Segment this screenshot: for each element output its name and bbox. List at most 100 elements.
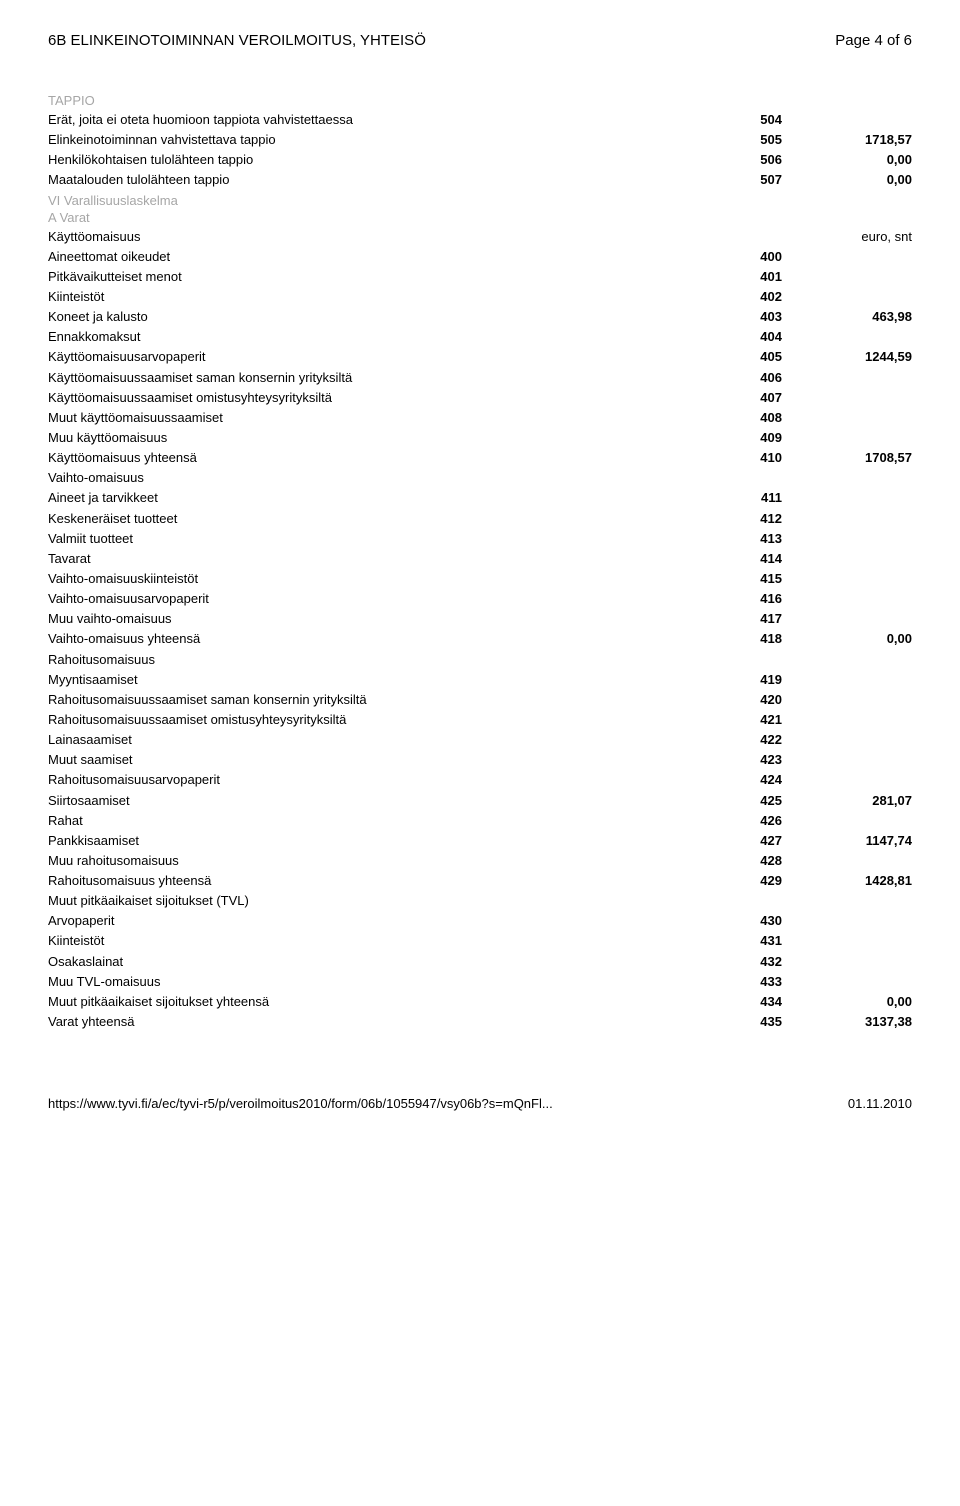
row-code: 428 xyxy=(712,851,782,871)
table-row: Erät, joita ei oteta huomioon tappiota v… xyxy=(48,110,912,130)
row-label: Rahoitusomaisuusarvopaperit xyxy=(48,770,712,790)
row-code: 401 xyxy=(712,267,782,287)
row-label: Kiinteistöt xyxy=(48,931,712,951)
row-code: 421 xyxy=(712,710,782,730)
table-row: Varat yhteensä4353137,38 xyxy=(48,1012,912,1032)
row-value: 1708,57 xyxy=(782,448,912,468)
row-label: Vaihto-omaisuusarvopaperit xyxy=(48,589,712,609)
row-value: 463,98 xyxy=(782,307,912,327)
row-label: Koneet ja kalusto xyxy=(48,307,712,327)
row-value: 1718,57 xyxy=(782,130,912,150)
section-tappio: TAPPIO xyxy=(48,93,912,108)
row-code: 403 xyxy=(712,307,782,327)
row-label: Valmiit tuotteet xyxy=(48,529,712,549)
row-code: 400 xyxy=(712,247,782,267)
row-label: Rahoitusomaisuussaamiset saman konsernin… xyxy=(48,690,712,710)
table-row: Keskeneräiset tuotteet412 xyxy=(48,509,912,529)
row-label: Tavarat xyxy=(48,549,712,569)
row-label: Muu TVL-omaisuus xyxy=(48,972,712,992)
header-title: 6B ELINKEINOTOIMINNAN VEROILMOITUS, YHTE… xyxy=(48,32,426,49)
table-row: Rahoitusomaisuus yhteensä4291428,81 xyxy=(48,871,912,891)
table-row: Muut saamiset423 xyxy=(48,750,912,770)
row-label: Elinkeinotoiminnan vahvistettava tappio xyxy=(48,130,712,150)
row-label: Aineettomat oikeudet xyxy=(48,247,712,267)
row-label: Muu rahoitusomaisuus xyxy=(48,851,712,871)
table-row: Käyttöomaisuussaamiset omistusyhteysyrit… xyxy=(48,388,912,408)
table-row: Ennakkomaksut404 xyxy=(48,327,912,347)
row-label: Pankkisaamiset xyxy=(48,831,712,851)
row-label: Muut pitkäaikaiset sijoitukset yhteensä xyxy=(48,992,712,1012)
row-code: 407 xyxy=(712,388,782,408)
row-label: Käyttöomaisuussaamiset omistusyhteysyrit… xyxy=(48,388,712,408)
row-code: 415 xyxy=(712,569,782,589)
row-value: 1428,81 xyxy=(782,871,912,891)
row-code: 434 xyxy=(712,992,782,1012)
row-label: Erät, joita ei oteta huomioon tappiota v… xyxy=(48,110,712,130)
row-label: Muu käyttöomaisuus xyxy=(48,428,712,448)
table-row: Rahoitusomaisuussaamiset saman konsernin… xyxy=(48,690,912,710)
footer-date: 01.11.2010 xyxy=(848,1096,912,1111)
table-row: Koneet ja kalusto403463,98 xyxy=(48,307,912,327)
row-label: Muu vaihto-omaisuus xyxy=(48,609,712,629)
row-label: Vaihto-omaisuus yhteensä xyxy=(48,629,712,649)
row-code: 425 xyxy=(712,791,782,811)
row-label: Käyttöomaisuusarvopaperit xyxy=(48,347,712,367)
row-value: 1147,74 xyxy=(782,831,912,851)
table-row: Rahat426 xyxy=(48,811,912,831)
row-label: Rahoitusomaisuus yhteensä xyxy=(48,871,712,891)
row-label: Käyttöomaisuussaamiset saman konsernin y… xyxy=(48,368,712,388)
row-code: 506 xyxy=(712,150,782,170)
table-row: Henkilökohtaisen tulolähteen tappio5060,… xyxy=(48,150,912,170)
table-row: Käyttöomaisuussaamiset saman konsernin y… xyxy=(48,368,912,388)
row-label: Muut käyttöomaisuussaamiset xyxy=(48,408,712,428)
table-row: Arvopaperit430 xyxy=(48,911,912,931)
table-row: Aineet ja tarvikkeet411 xyxy=(48,488,912,508)
row-label: Aineet ja tarvikkeet xyxy=(48,488,712,508)
table-row: Kiinteistöt402 xyxy=(48,287,912,307)
row-code: 432 xyxy=(712,952,782,972)
row-code: 505 xyxy=(712,130,782,150)
row-value: 0,00 xyxy=(782,992,912,1012)
table-row: Muu vaihto-omaisuus417 xyxy=(48,609,912,629)
category-tvl: Muut pitkäaikaiset sijoitukset (TVL) xyxy=(48,891,912,911)
euro-header-row: Käyttöomaisuus 000 euro, snt xyxy=(48,227,912,247)
table-row: Vaihto-omaisuusarvopaperit416 xyxy=(48,589,912,609)
row-code: 417 xyxy=(712,609,782,629)
category-vaihto: Vaihto-omaisuus xyxy=(48,468,912,488)
page-header: 6B ELINKEINOTOIMINNAN VEROILMOITUS, YHTE… xyxy=(48,32,912,49)
row-code: 416 xyxy=(712,589,782,609)
row-label: Arvopaperit xyxy=(48,911,712,931)
row-label: Lainasaamiset xyxy=(48,730,712,750)
row-code: 426 xyxy=(712,811,782,831)
header-page: Page 4 of 6 xyxy=(835,32,912,49)
row-code: 433 xyxy=(712,972,782,992)
row-code: 430 xyxy=(712,911,782,931)
table-row: Muu käyttöomaisuus409 xyxy=(48,428,912,448)
row-label: Osakaslainat xyxy=(48,952,712,972)
row-label: Rahat xyxy=(48,811,712,831)
row-code: 408 xyxy=(712,408,782,428)
row-label: Pitkävaikutteiset menot xyxy=(48,267,712,287)
table-row: Siirtosaamiset425281,07 xyxy=(48,791,912,811)
category-kayttoomaisuus: Käyttöomaisuus xyxy=(48,227,712,247)
row-code: 411 xyxy=(712,488,782,508)
row-value: 281,07 xyxy=(782,791,912,811)
table-row: Muu rahoitusomaisuus428 xyxy=(48,851,912,871)
table-row: Rahoitusomaisuusarvopaperit424 xyxy=(48,770,912,790)
row-code: 402 xyxy=(712,287,782,307)
row-label: Muut saamiset xyxy=(48,750,712,770)
row-label: Kiinteistöt xyxy=(48,287,712,307)
page-footer: https://www.tyvi.fi/a/ec/tyvi-r5/p/veroi… xyxy=(48,1096,912,1111)
row-label: Henkilökohtaisen tulolähteen tappio xyxy=(48,150,712,170)
table-row: Elinkeinotoiminnan vahvistettava tappio5… xyxy=(48,130,912,150)
table-row: Myyntisaamiset419 xyxy=(48,670,912,690)
table-row: Käyttöomaisuusarvopaperit4051244,59 xyxy=(48,347,912,367)
table-row: Valmiit tuotteet413 xyxy=(48,529,912,549)
table-row: Vaihto-omaisuuskiinteistöt415 xyxy=(48,569,912,589)
table-row: Kiinteistöt431 xyxy=(48,931,912,951)
row-label: Vaihto-omaisuuskiinteistöt xyxy=(48,569,712,589)
row-code: 420 xyxy=(712,690,782,710)
row-label: Maatalouden tulolähteen tappio xyxy=(48,170,712,190)
table-row: Käyttöomaisuus yhteensä4101708,57 xyxy=(48,448,912,468)
row-code: 423 xyxy=(712,750,782,770)
